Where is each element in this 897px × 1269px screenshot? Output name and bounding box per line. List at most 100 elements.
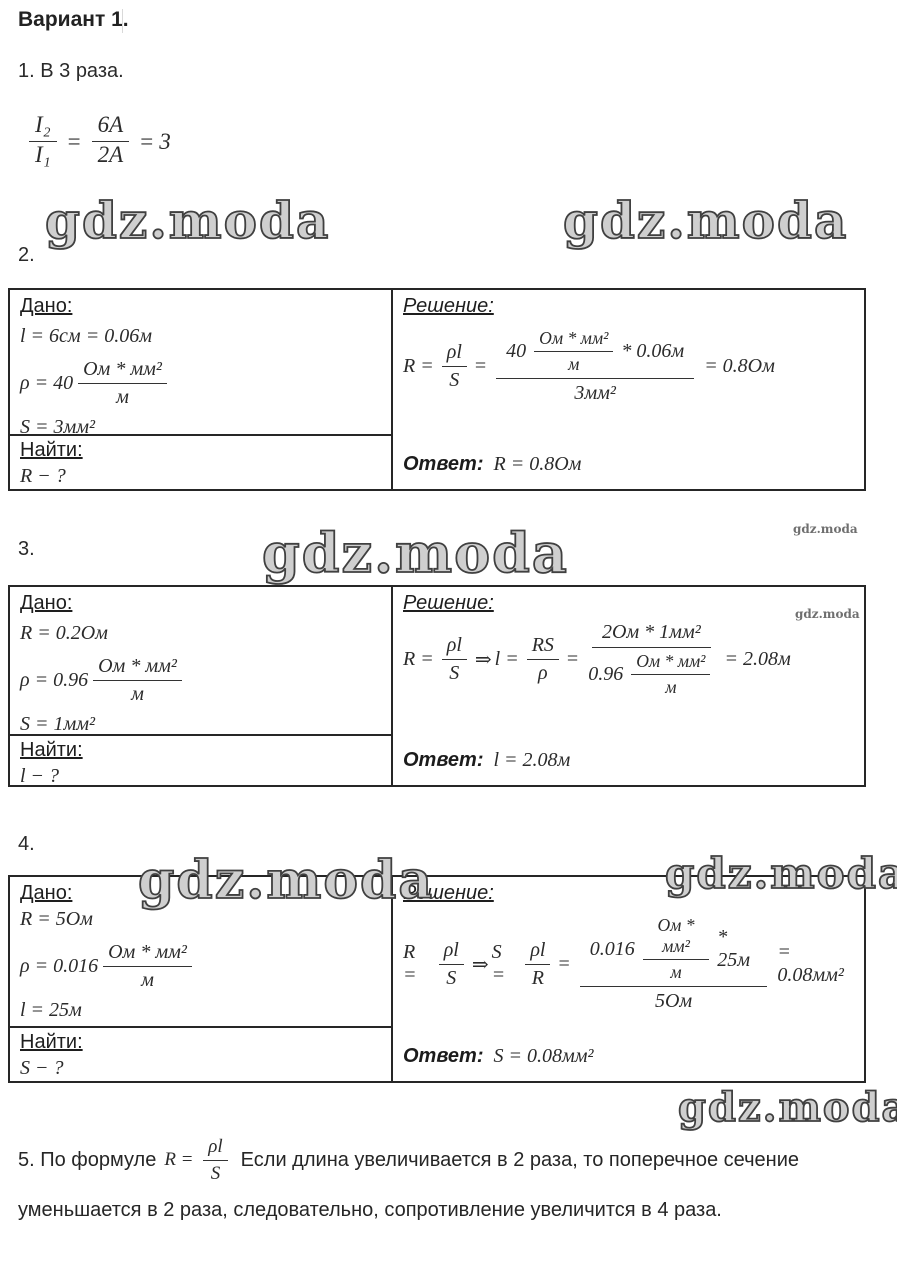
- equals-sign: =: [566, 648, 579, 670]
- formula-1: I₂ I₁ = 6А 2А = 3: [24, 112, 171, 171]
- answer-5-text: Если длина увеличивается в 2 раза, то по…: [240, 1149, 800, 1171]
- problem-3-given-cell: Дано: R = 0.2Ом ρ = 0.96 Ом * мм² м S = …: [10, 587, 391, 736]
- answer-1-text: 1. В 3 раза.: [18, 60, 124, 82]
- rho-units-fraction: Ом * мм² м: [103, 941, 192, 992]
- rho-l-over-s-fraction: ρl S: [441, 341, 467, 392]
- rho-l-over-s-fraction: ρl S: [438, 939, 464, 990]
- fraction-denominator: 2А: [97, 142, 124, 167]
- watermark: gdz.moda: [677, 1084, 897, 1131]
- answer-line: Ответ: R = 0.8Ом: [403, 453, 581, 476]
- problem-2-left-column: Дано: l = 6см = 0.06м ρ = 40 Ом * мм² м …: [10, 290, 393, 489]
- computation-fraction: 40 Ом * мм² м * 0.06м 3мм²: [496, 328, 695, 405]
- inline-formula: R = ρl S: [164, 1136, 232, 1185]
- problem-4-table: Дано: R = 5Ом ρ = 0.016 Ом * мм² м l = 2…: [8, 875, 866, 1083]
- answer-5-paragraph: 5. По формуле R = ρl S Если длина увелич…: [18, 1136, 882, 1222]
- find-label: Найти:: [20, 439, 83, 461]
- formula-lhs: R =: [403, 941, 417, 986]
- given-label: Дано:: [20, 295, 73, 317]
- implies-arrow: ⇒: [471, 953, 489, 976]
- equals-sign: =: [474, 355, 487, 377]
- problem-4-find-cell: Найти: S − ?: [10, 1028, 391, 1083]
- units-fraction: Ом * мм² м: [631, 651, 711, 698]
- fraction-numerator: I₂: [29, 112, 57, 142]
- answer-line: Ответ: l = 2.08м: [403, 749, 570, 772]
- computation-fraction: 2Ом * 1мм² 0.96 Ом * мм² м: [588, 621, 714, 698]
- rho-value: ρ = 0.96: [20, 669, 89, 691]
- rho-units-fraction: Ом * мм² м: [93, 655, 182, 706]
- watermark: gdz.moda: [664, 849, 897, 898]
- formula-result: = 0.8Ом: [704, 355, 775, 377]
- problem-4-solution-cell: Решение: R = ρl S ⇒ S = ρl R = 0.016: [393, 877, 864, 1081]
- watermark: gdz.moda: [562, 191, 849, 250]
- answer-value: S = 0.08мм²: [493, 1045, 594, 1067]
- problem-4-number: 4.: [18, 833, 35, 855]
- fraction-i2-i1: I₂ I₁: [29, 112, 57, 171]
- rs-over-rho-fraction: RS ρ: [526, 634, 559, 685]
- problem-3-solution-cell: Решение: R = ρl S ⇒ l = RS ρ = 2Ом * 1мм…: [393, 587, 864, 785]
- fraction-denominator: I₁: [35, 142, 51, 167]
- answer-value: R = 0.8Ом: [493, 453, 582, 475]
- answer-5-prefix: 5. По формуле: [18, 1149, 157, 1171]
- problem-2-number: 2.: [18, 244, 35, 266]
- problem-4-left-column: Дано: R = 5Ом ρ = 0.016 Ом * мм² м l = 2…: [10, 877, 393, 1081]
- rho-units-fraction: Ом * мм² м: [78, 358, 167, 409]
- units-fraction: Ом * мм² м: [642, 915, 710, 983]
- solution-label: Решение:: [403, 592, 494, 614]
- given-line-rho: ρ = 0.96 Ом * мм² м: [20, 655, 187, 706]
- given-line-area: S = 1мм²: [20, 713, 96, 735]
- find-label: Найти:: [20, 1031, 83, 1053]
- equals-sign: =: [67, 128, 81, 154]
- formula-result: = 0.08мм²: [777, 941, 844, 986]
- equals-sign: =: [140, 128, 154, 154]
- problem-3-find-cell: Найти: l − ?: [10, 736, 391, 791]
- given-label: Дано:: [20, 592, 73, 614]
- problem-2-given-cell: Дано: l = 6см = 0.06м ρ = 40 Ом * мм² м …: [10, 290, 391, 438]
- computation-fraction: 0.016 Ом * мм² м * 25м 5Ом: [579, 915, 768, 1013]
- watermark: gdz.moda: [261, 521, 569, 585]
- answer-5-line-2: уменьшается в 2 раза, следовательно, соп…: [18, 1199, 722, 1221]
- fraction-6a-2a: 6А 2А: [91, 112, 130, 171]
- cursor-artifact: [122, 9, 123, 33]
- given-line-resistance: R = 5Ом: [20, 908, 93, 930]
- units-fraction: Ом * мм² м: [534, 328, 614, 375]
- watermark: gdz.moda: [795, 607, 860, 621]
- problem-3-table: Дано: R = 0.2Ом ρ = 0.96 Ом * мм² м S = …: [8, 585, 866, 787]
- rho-l-over-s-fraction: ρl S: [441, 634, 467, 685]
- rho-value: ρ = 0.016: [20, 955, 99, 977]
- formula-lhs: R =: [403, 355, 434, 377]
- answer-label: Ответ:: [403, 749, 484, 771]
- given-line-resistance: R = 0.2Ом: [20, 622, 108, 644]
- formula-result: 3: [159, 128, 171, 154]
- given-line-area: S = 3мм²: [20, 416, 96, 438]
- page-title: Вариант 1.: [18, 8, 129, 31]
- answer-5-line-1: 5. По формуле R = ρl S Если длина увелич…: [18, 1136, 799, 1185]
- solution-formula: R = ρl S ⇒ S = ρl R = 0.016 Ом * мм²: [403, 915, 854, 1013]
- formula-mid: S =: [491, 941, 506, 986]
- find-value: R − ?: [20, 465, 66, 487]
- given-line-length: l = 25м: [20, 999, 82, 1021]
- problem-4-given-cell: Дано: R = 5Ом ρ = 0.016 Ом * мм² м l = 2…: [10, 877, 391, 1028]
- formula-result: = 2.08м: [724, 648, 791, 670]
- rho-l-over-r-fraction: ρl R: [525, 939, 551, 990]
- find-value: l − ?: [20, 765, 60, 787]
- rho-l-over-s-fraction: ρl S: [203, 1136, 228, 1185]
- given-line-rho: ρ = 40 Ом * мм² м: [20, 358, 172, 409]
- problem-3-left-column: Дано: R = 0.2Ом ρ = 0.96 Ом * мм² м S = …: [10, 587, 393, 787]
- formula-mid: l =: [494, 648, 519, 670]
- solution-label: Решение:: [403, 882, 494, 904]
- solution-formula: R = ρl S = 40 Ом * мм² м * 0.06м 3м: [403, 328, 775, 405]
- fraction-numerator: 6А: [91, 112, 130, 142]
- watermark: gdz.moda: [793, 522, 858, 536]
- problem-2-find-cell: Найти: R − ?: [10, 436, 391, 491]
- rho-value: ρ = 40: [20, 372, 74, 394]
- answer-value: l = 2.08м: [493, 749, 571, 771]
- problem-2-solution-cell: Решение: R = ρl S = 40 Ом * мм² м * 0.06…: [393, 290, 864, 489]
- given-line-rho: ρ = 0.016 Ом * мм² м: [20, 941, 197, 992]
- watermark: gdz.moda: [44, 191, 331, 250]
- implies-arrow: ⇒: [474, 649, 492, 671]
- find-label: Найти:: [20, 739, 83, 761]
- answer-label: Ответ:: [403, 453, 484, 475]
- fraction-numerator: Ом * мм²: [78, 358, 167, 384]
- equals-sign: =: [558, 952, 570, 975]
- answer-line: Ответ: S = 0.08мм²: [403, 1045, 594, 1068]
